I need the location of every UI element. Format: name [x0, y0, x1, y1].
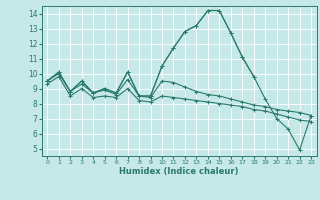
- X-axis label: Humidex (Indice chaleur): Humidex (Indice chaleur): [119, 167, 239, 176]
